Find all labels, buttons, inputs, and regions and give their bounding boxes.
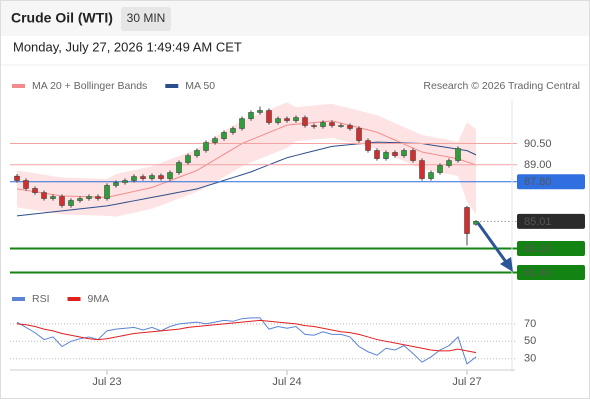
candle-body	[50, 196, 56, 199]
candle-body	[410, 150, 416, 161]
trend-arrow	[476, 222, 513, 272]
level-label-box	[517, 174, 585, 190]
candle-body	[230, 128, 236, 133]
level-label-box	[517, 240, 585, 256]
candle-body	[131, 176, 137, 181]
timeframe: 30 MIN	[127, 11, 166, 25]
main-layer: 90.50 89.00 87.80 85.01 83.10 81.40 Jul 23 Jul …	[12, 80, 585, 388]
arrow-head	[500, 257, 513, 272]
candle-body	[293, 117, 299, 121]
x-tick-label: Jul 27	[452, 376, 481, 388]
y-tick-label: 50	[524, 335, 536, 347]
candle-body	[32, 188, 38, 193]
candle-body	[167, 172, 173, 179]
candle-body	[68, 200, 74, 206]
x-tick-label: Jul 24	[272, 376, 301, 388]
candle-body	[284, 118, 290, 121]
candle-body	[356, 128, 362, 141]
candle-body	[59, 196, 65, 206]
level-label: 89.00	[524, 159, 552, 171]
legend-swatch	[165, 84, 179, 88]
legend-swatch	[12, 297, 25, 301]
candle-body	[77, 198, 83, 201]
candle-body	[104, 185, 110, 199]
candle-body	[239, 118, 245, 129]
candle-body	[194, 150, 200, 156]
legend-swatch	[67, 297, 81, 301]
candle-body	[86, 196, 92, 199]
candle-body	[275, 118, 281, 123]
candle-body	[158, 175, 164, 179]
legend-label: 9MA	[88, 293, 110, 305]
instrument-title: Crude Oil (WTI)	[11, 10, 113, 26]
legend-label: MA 50	[185, 80, 215, 92]
candle-body	[374, 150, 380, 159]
candle-body	[401, 150, 407, 156]
timestamp: Monday, July 27, 2026 1:49:49 AM CET	[13, 39, 242, 54]
legend-label: RSI	[32, 293, 50, 305]
candle-body	[185, 155, 191, 163]
candle-body	[311, 125, 317, 127]
level-label-box	[517, 213, 585, 229]
level-label: 85.01	[524, 216, 552, 228]
candle-body	[248, 112, 254, 119]
level-label: 90.50	[524, 138, 552, 150]
candle-body	[437, 165, 443, 173]
x-tick-label: Jul 23	[92, 376, 121, 388]
source: Research © 2026 Trading Central	[423, 80, 580, 92]
line-series	[16, 319, 477, 354]
legend-label: MA 20 + Bollinger Bands	[32, 80, 147, 92]
candle-body	[446, 160, 452, 166]
level-label: 87.80	[524, 176, 552, 188]
candle-body	[203, 142, 209, 151]
candle-body	[113, 182, 119, 186]
candle-body	[428, 172, 434, 179]
legend-swatch	[12, 84, 25, 88]
candle-body	[212, 138, 218, 143]
y-tick-label: 70	[524, 318, 536, 330]
moving-average	[16, 141, 477, 217]
candle-body	[257, 110, 263, 113]
timeframe-badge	[121, 7, 171, 31]
level-label-box	[517, 265, 585, 281]
candle-body	[329, 122, 335, 126]
candle-body	[221, 132, 227, 139]
arrow-shaft	[476, 222, 508, 263]
candle-body	[41, 192, 47, 199]
level-label: 83.10	[524, 243, 552, 255]
candle-body	[140, 176, 146, 179]
candle-body	[455, 148, 461, 161]
grid-layer	[10, 143, 517, 360]
line-series	[16, 317, 477, 365]
y-tick-label: 30	[524, 353, 536, 365]
level-label: 81.40	[524, 267, 552, 279]
candle-body	[14, 175, 20, 181]
candle-body	[149, 175, 155, 179]
candle-body	[347, 125, 353, 129]
candle-body	[338, 125, 344, 127]
header-bar	[1, 1, 589, 36]
candle-body	[302, 117, 308, 126]
candle-body	[464, 207, 470, 234]
candle-body	[176, 162, 182, 173]
candle-body	[266, 110, 272, 123]
candle-body	[23, 180, 29, 189]
candle-body	[419, 160, 425, 179]
candle-body	[383, 152, 389, 159]
candle-body	[122, 180, 128, 183]
candle-body	[95, 196, 101, 199]
candle-body	[320, 122, 326, 127]
moving-average	[16, 120, 477, 198]
candle-body	[392, 152, 398, 156]
candle-body	[365, 140, 371, 151]
